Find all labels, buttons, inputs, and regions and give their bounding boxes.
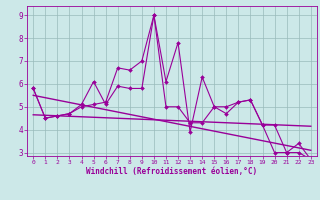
X-axis label: Windchill (Refroidissement éolien,°C): Windchill (Refroidissement éolien,°C)	[86, 167, 258, 176]
